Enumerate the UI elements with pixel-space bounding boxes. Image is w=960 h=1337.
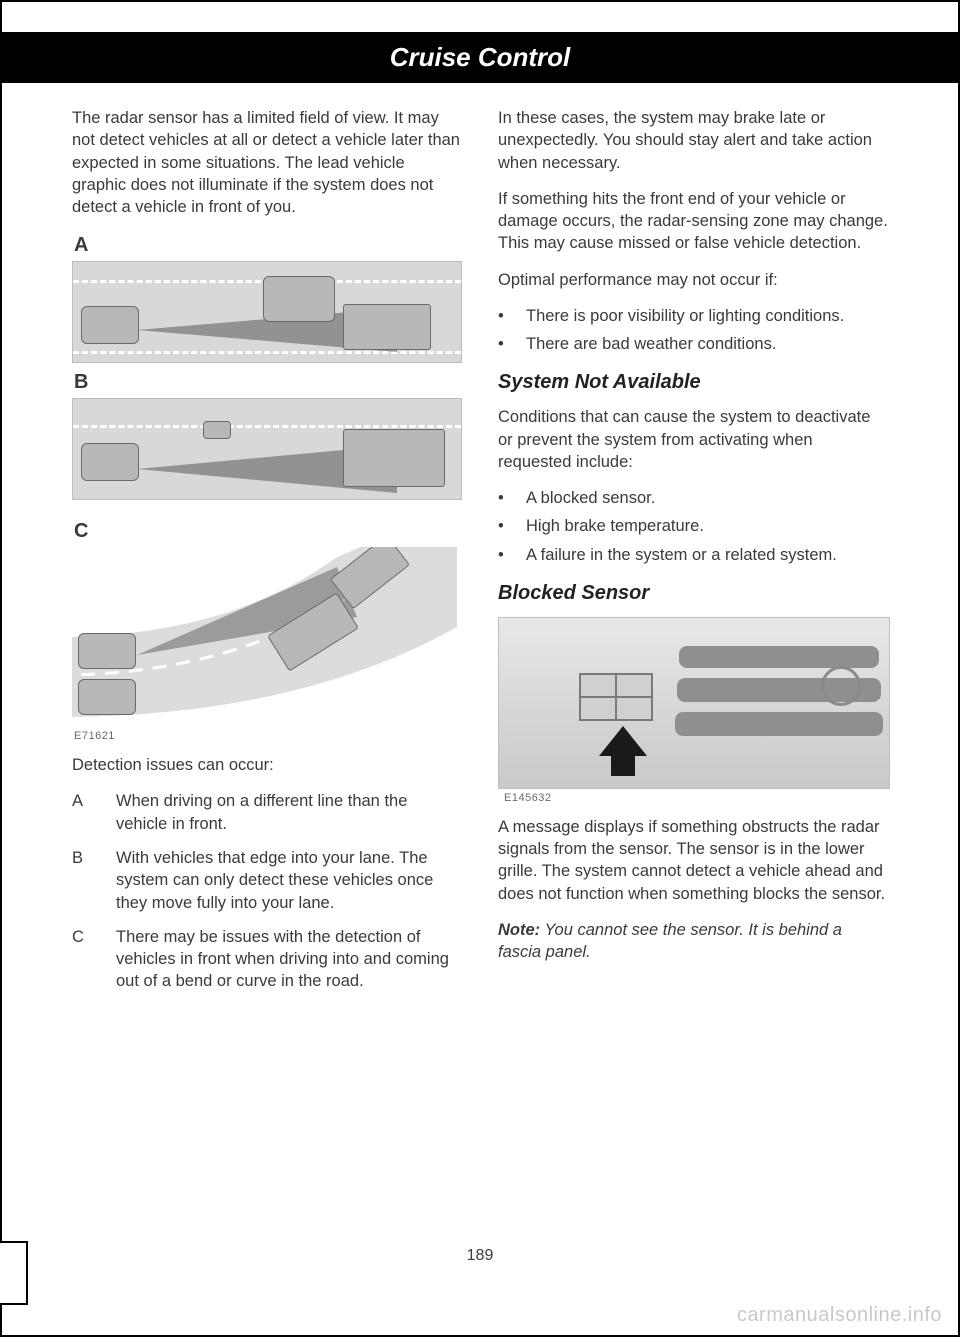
system-item: High brake temperature. — [526, 515, 704, 537]
note: Note: You cannot see the sensor. It is b… — [498, 919, 888, 964]
watermark: carmanualsonline.info — [737, 1304, 942, 1327]
bullet-icon: • — [498, 305, 526, 327]
optimal-list: •There is poor visibility or lighting co… — [498, 305, 888, 356]
item-b-text: With vehicles that edge into your lane. … — [116, 847, 462, 914]
content-columns: The radar sensor has a limited field of … — [72, 107, 888, 993]
manual-page: Cruise Control The radar sensor has a li… — [0, 0, 960, 1337]
left-column: The radar sensor has a limited field of … — [72, 107, 462, 993]
panel-c — [72, 547, 462, 727]
bullet-icon: • — [498, 544, 526, 566]
system-item: A failure in the system or a related sys… — [526, 544, 837, 566]
item-b-key: B — [72, 847, 106, 914]
detection-figure: A B — [72, 232, 462, 744]
sensor-figure-caption: E145632 — [504, 791, 888, 806]
item-a-text: When driving on a different line than th… — [116, 790, 462, 835]
bullet-icon: • — [498, 515, 526, 537]
optimal-item: There is poor visibility or lighting con… — [526, 305, 844, 327]
blocked-paragraph: A message displays if something obstruct… — [498, 816, 888, 905]
detection-list: A When driving on a different line than … — [72, 790, 462, 992]
panel-c-label: C — [74, 518, 462, 545]
optimal-item: There are bad weather conditions. — [526, 333, 776, 355]
bullet-icon: • — [498, 487, 526, 509]
system-item: A blocked sensor. — [526, 487, 655, 509]
panel-b — [72, 398, 462, 500]
detection-lead: Detection issues can occur: — [72, 754, 462, 776]
right-p2: If something hits the front end of your … — [498, 188, 888, 255]
heading-blocked-sensor: Blocked Sensor — [498, 580, 888, 607]
figure-caption: E71621 — [74, 729, 462, 744]
right-p3: Optimal performance may not occur if: — [498, 269, 888, 291]
item-c-key: C — [72, 926, 106, 993]
panel-b-label: B — [74, 369, 462, 396]
tow-hook-icon — [821, 666, 861, 706]
item-a-key: A — [72, 790, 106, 835]
note-body: You cannot see the sensor. It is behind … — [498, 921, 842, 961]
note-label: Note: — [498, 921, 540, 939]
system-paragraph: Conditions that can cause the system to … — [498, 406, 888, 473]
spine-tab — [0, 1241, 28, 1305]
page-title: Cruise Control — [2, 32, 958, 83]
page-number: 189 — [2, 1247, 958, 1265]
intro-paragraph: The radar sensor has a limited field of … — [72, 107, 462, 218]
system-list: •A blocked sensor. •High brake temperatu… — [498, 487, 888, 566]
right-p1: In these cases, the system may brake lat… — [498, 107, 888, 174]
item-c-text: There may be issues with the detection o… — [116, 926, 462, 993]
sensor-figure — [498, 617, 890, 789]
bullet-icon: • — [498, 333, 526, 355]
panel-a-label: A — [74, 232, 462, 259]
sensor-box-icon — [579, 673, 653, 721]
heading-system-not-available: System Not Available — [498, 369, 888, 396]
panel-a — [72, 261, 462, 363]
motorcycle-icon — [203, 421, 231, 439]
arrow-up-icon — [599, 726, 647, 776]
right-column: In these cases, the system may brake lat… — [498, 107, 888, 993]
